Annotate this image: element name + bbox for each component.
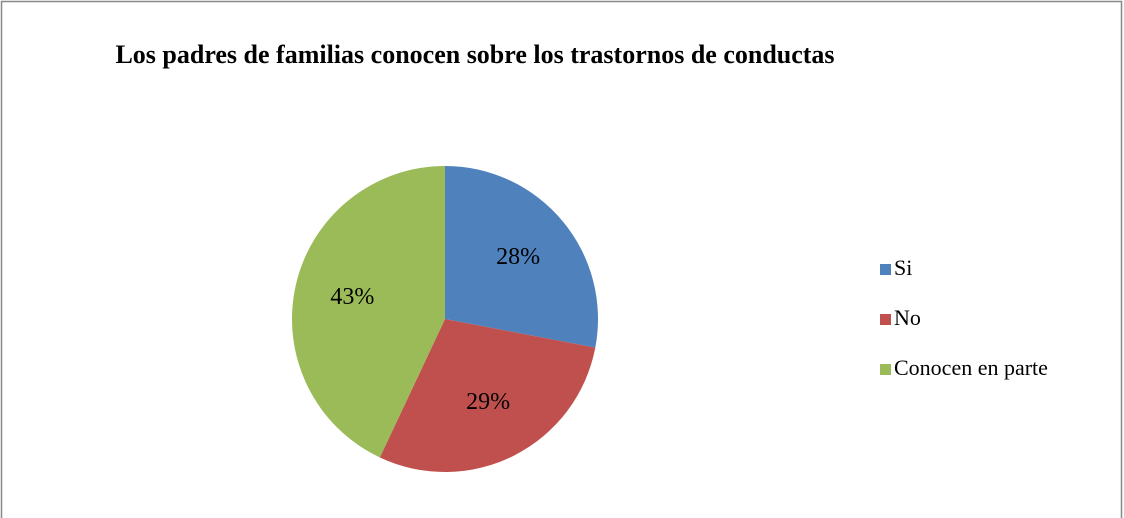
pie-slice — [445, 166, 598, 348]
legend-label: Conocen en parte — [894, 355, 1048, 380]
data-label: 43% — [330, 284, 374, 310]
pie-slice — [379, 319, 596, 473]
chart-title: Los padres de familias conocen sobre los… — [115, 40, 835, 69]
legend-swatch — [880, 364, 891, 375]
pie-slice — [292, 166, 445, 458]
legend-swatch — [880, 314, 891, 325]
data-label: 28% — [496, 244, 540, 270]
data-label: 29% — [466, 389, 510, 415]
legend-swatch — [880, 264, 891, 275]
legend-label: Si — [894, 255, 912, 280]
legend-label: No — [894, 305, 921, 330]
